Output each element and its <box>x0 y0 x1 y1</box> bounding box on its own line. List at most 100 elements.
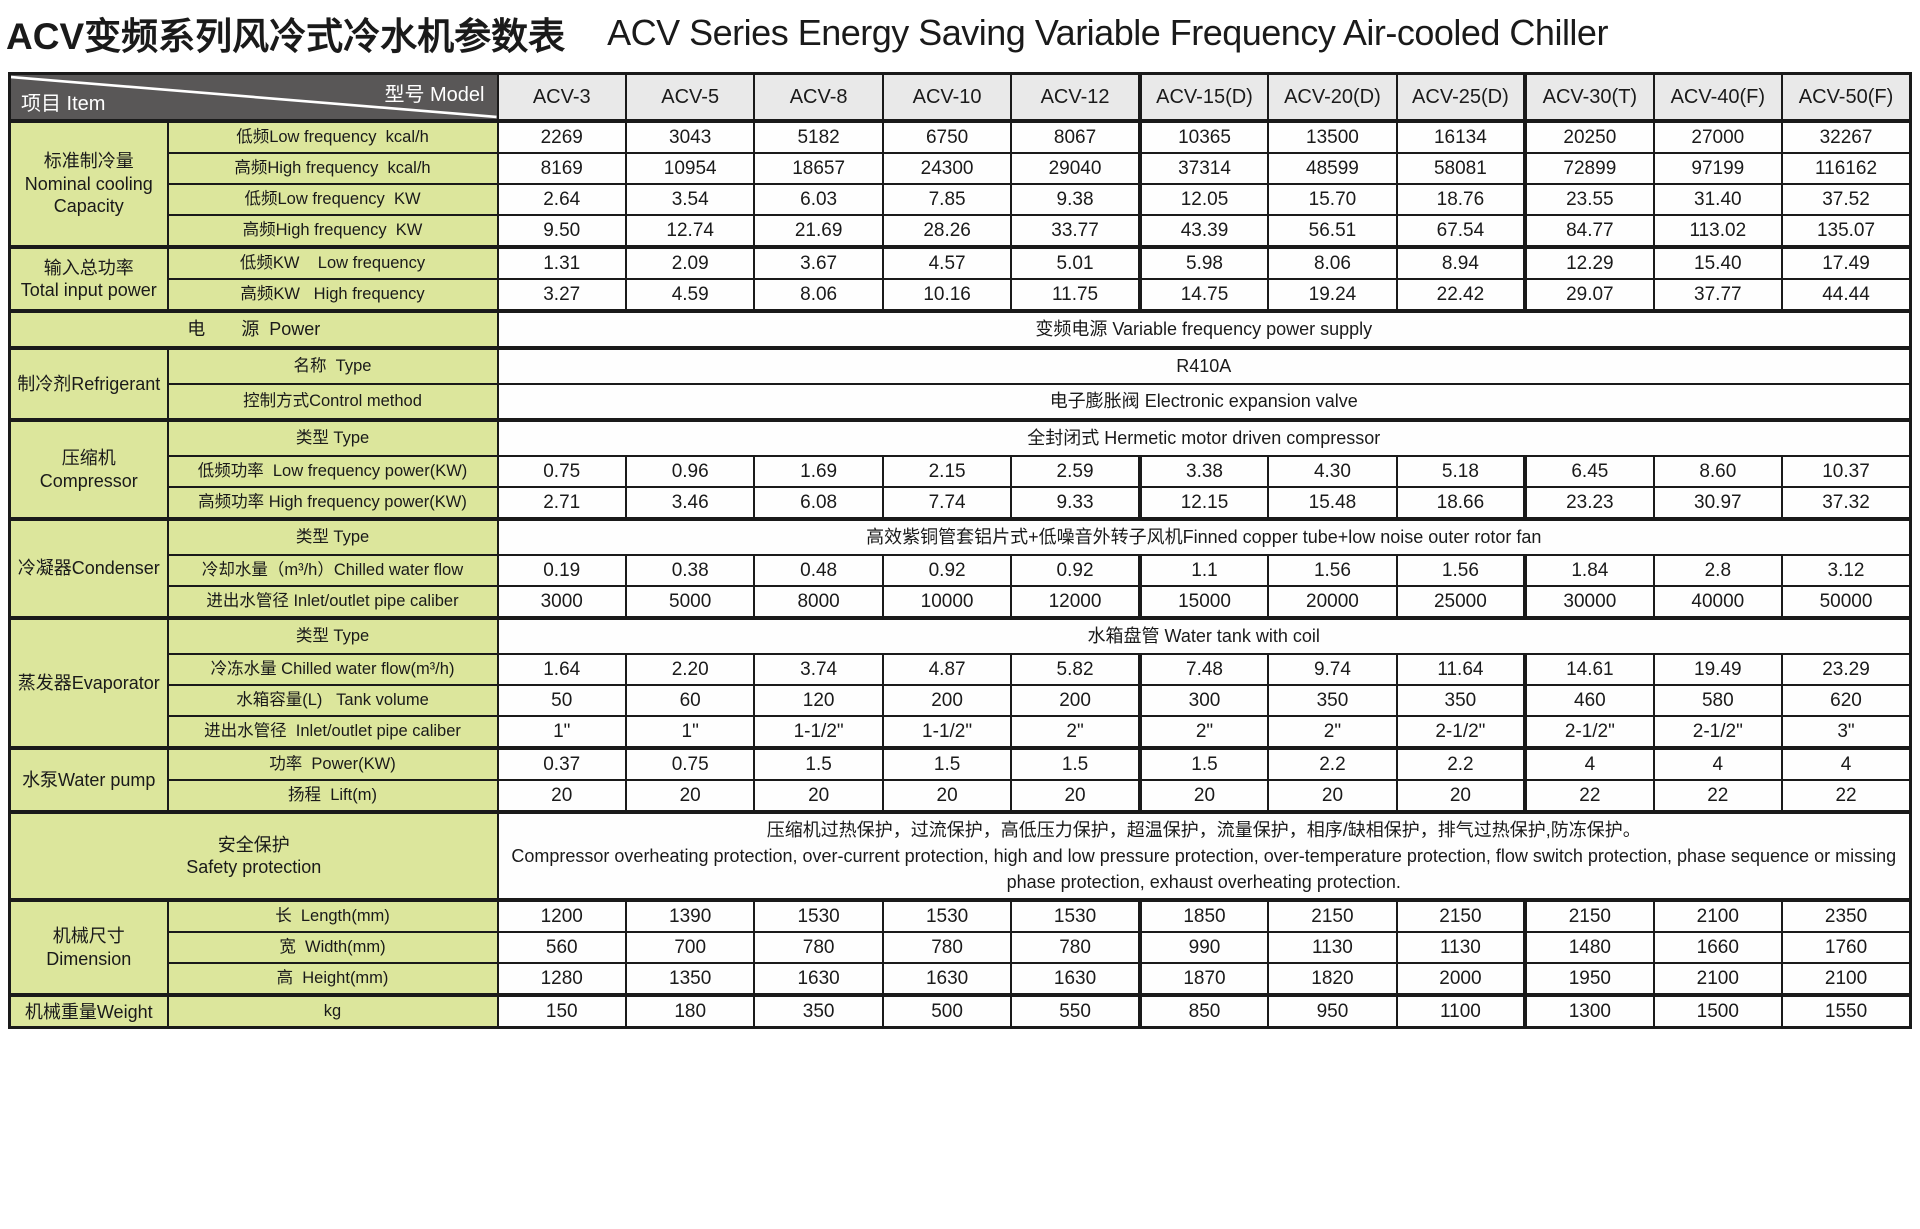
value-total-input-power-0-ACV-50(F): 17.49 <box>1781 245 1912 280</box>
value-dimension-0-ACV-25(D): 2150 <box>1395 898 1527 934</box>
category-total-input-power: 输入总功率 Total input power <box>8 245 169 312</box>
value-evaporator-1-ACV-50(F): 23.29 <box>1781 653 1912 686</box>
value-water-pump-1-ACV-20(D): 20 <box>1267 779 1398 813</box>
value-evaporator-2-ACV-12: 200 <box>1010 684 1141 717</box>
value-water-pump-1-ACV-30(T): 22 <box>1523 779 1655 813</box>
value-condenser-2-ACV-40(F): 40000 <box>1652 585 1784 619</box>
value-nominal-cooling-capacity-3-ACV-3: 9.50 <box>496 214 627 248</box>
value-nominal-cooling-capacity-1-ACV-30(T): 72899 <box>1523 152 1655 185</box>
label-nominal-cooling-capacity-3: 高频High frequency KW <box>166 214 499 248</box>
value-total-input-power-1-ACV-15(D): 14.75 <box>1137 278 1270 312</box>
value-evaporator-2-ACV-30(T): 460 <box>1523 684 1655 717</box>
value-condenser-2-ACV-10: 10000 <box>881 585 1013 619</box>
row-evaporator-1: 冷冻水量 Chilled water flow(m³/h) 1.64 2.20 3.7… <box>10 653 1912 686</box>
value-total-input-power-0-ACV-5: 2.09 <box>624 245 756 280</box>
value-weight-0-ACV-8: 350 <box>753 993 884 1029</box>
value-compressor-2-ACV-8: 6.08 <box>753 486 884 520</box>
value-water-pump-1-ACV-25(D): 20 <box>1395 779 1527 813</box>
span-value-power-supply-0: 变频电源 Variable frequency power supply <box>496 309 1912 349</box>
row-evaporator-0: 蒸发器Evaporator 类型 Type 水箱盘管 Water tank with… <box>8 616 1912 749</box>
value-evaporator-3-ACV-30(T): 2-1/2" <box>1523 715 1655 749</box>
value-nominal-cooling-capacity-3-ACV-12: 33.77 <box>1010 214 1141 248</box>
value-total-input-power-0-ACV-8: 3.67 <box>753 245 884 280</box>
value-evaporator-3-ACV-50(F): 3" <box>1781 715 1912 749</box>
label-water-pump-0: 功率 Power(KW) <box>166 746 499 781</box>
value-condenser-2-ACV-15(D): 15000 <box>1137 585 1270 619</box>
row-safety-protection-0: 安全保护 Safety protection 压缩机过热保护，过流保护，高低压力保… <box>8 809 1912 902</box>
value-total-input-power-1-ACV-3: 3.27 <box>496 278 627 312</box>
category-evaporator: 蒸发器Evaporator <box>8 616 169 749</box>
value-dimension-2-ACV-15(D): 1870 <box>1137 962 1270 997</box>
row-condenser-1: 冷却水量（m³/h）Chilled water flow 0.19 0.38 0.48… <box>10 554 1912 587</box>
value-total-input-power-1-ACV-50(F): 44.44 <box>1781 278 1912 312</box>
value-total-input-power-0-ACV-30(T): 12.29 <box>1523 245 1655 280</box>
value-evaporator-3-ACV-5: 1" <box>624 715 756 749</box>
value-evaporator-1-ACV-30(T): 14.61 <box>1523 653 1655 686</box>
value-nominal-cooling-capacity-0-ACV-12: 8067 <box>1010 119 1141 154</box>
value-dimension-2-ACV-40(F): 2100 <box>1652 962 1784 997</box>
label-safety-protection: 安全保护 Safety protection <box>8 809 499 902</box>
label-total-input-power-0: 低频KW Low frequency <box>166 245 499 280</box>
value-total-input-power-1-ACV-30(T): 29.07 <box>1523 278 1655 312</box>
value-nominal-cooling-capacity-0-ACV-10: 6750 <box>881 119 1013 154</box>
label-evaporator-1: 冷冻水量 Chilled water flow(m³/h) <box>166 653 499 686</box>
value-nominal-cooling-capacity-0-ACV-30(T): 20250 <box>1523 119 1655 154</box>
value-evaporator-2-ACV-10: 200 <box>881 684 1013 717</box>
value-compressor-2-ACV-50(F): 37.32 <box>1781 486 1912 520</box>
span-value-safety-protection-0: 压缩机过热保护，过流保护，高低压力保护，超温保护，流量保护，相序/缺相保护，排气… <box>496 809 1912 902</box>
row-total-input-power-1: 高频KW High frequency 3.27 4.59 8.06 10.16 11.7… <box>10 278 1912 312</box>
value-total-input-power-1-ACV-8: 8.06 <box>753 278 884 312</box>
label-condenser-1: 冷却水量（m³/h）Chilled water flow <box>166 554 499 587</box>
page-title: ACV变频系列风冷式冷水机参数表 ACV Series Energy Savin… <box>6 0 1920 66</box>
value-condenser-2-ACV-5: 5000 <box>624 585 756 619</box>
model-header-ACV-40(F): ACV-40(F) <box>1652 72 1784 123</box>
model-header-ACV-8: ACV-8 <box>753 72 884 123</box>
value-nominal-cooling-capacity-0-ACV-5: 3043 <box>624 119 756 154</box>
value-compressor-2-ACV-12: 9.33 <box>1010 486 1141 520</box>
label-weight-0: kg <box>166 993 499 1029</box>
value-water-pump-1-ACV-50(F): 22 <box>1781 779 1912 813</box>
label-condenser-2: 进出水管径 Inlet/outlet pipe caliber <box>166 585 499 619</box>
span-value-condenser-0: 高效紫铜管套铝片式+低噪音外转子风机Finned copper tube+low… <box>496 517 1912 556</box>
label-compressor-0: 类型 Type <box>166 418 499 457</box>
value-condenser-2-ACV-3: 3000 <box>496 585 627 619</box>
value-compressor-2-ACV-25(D): 18.66 <box>1395 486 1527 520</box>
value-evaporator-2-ACV-15(D): 300 <box>1137 684 1270 717</box>
model-header-row: 型号 Model 项目 Item ACV-3 ACV-5 ACV-8 ACV-10 AC… <box>8 72 1912 123</box>
value-dimension-1-ACV-12: 780 <box>1010 931 1141 965</box>
value-water-pump-0-ACV-8: 1.5 <box>753 746 884 781</box>
value-condenser-1-ACV-40(F): 2.8 <box>1652 554 1784 587</box>
value-water-pump-0-ACV-25(D): 2.2 <box>1395 746 1527 781</box>
value-evaporator-1-ACV-10: 4.87 <box>881 653 1013 686</box>
model-header-ACV-30(T): ACV-30(T) <box>1523 72 1655 123</box>
value-dimension-0-ACV-5: 1390 <box>624 898 756 934</box>
model-header-ACV-10: ACV-10 <box>881 72 1013 123</box>
value-dimension-0-ACV-30(T): 2150 <box>1523 898 1655 934</box>
value-nominal-cooling-capacity-2-ACV-50(F): 37.52 <box>1781 183 1912 216</box>
value-nominal-cooling-capacity-1-ACV-15(D): 37314 <box>1137 152 1270 185</box>
value-dimension-2-ACV-8: 1630 <box>753 962 884 997</box>
value-water-pump-0-ACV-5: 0.75 <box>624 746 756 781</box>
value-dimension-1-ACV-30(T): 1480 <box>1523 931 1655 965</box>
value-nominal-cooling-capacity-2-ACV-5: 3.54 <box>624 183 756 216</box>
value-weight-0-ACV-30(T): 1300 <box>1523 993 1655 1029</box>
label-evaporator-0: 类型 Type <box>166 616 499 655</box>
value-water-pump-0-ACV-15(D): 1.5 <box>1137 746 1270 781</box>
value-dimension-2-ACV-12: 1630 <box>1010 962 1141 997</box>
value-condenser-1-ACV-5: 0.38 <box>624 554 756 587</box>
value-evaporator-2-ACV-3: 50 <box>496 684 627 717</box>
row-weight-0: 机械重量Weight kg 150 180 350 500 550 850 950 1100 130… <box>8 993 1912 1029</box>
value-nominal-cooling-capacity-0-ACV-50(F): 32267 <box>1781 119 1912 154</box>
value-evaporator-2-ACV-5: 60 <box>624 684 756 717</box>
row-evaporator-3: 进出水管径 Inlet/outlet pipe caliber 1" 1" 1-1/2… <box>10 715 1912 749</box>
value-dimension-1-ACV-15(D): 990 <box>1137 931 1270 965</box>
page-title-zh: ACV变频系列风冷式冷水机参数表 <box>6 16 566 57</box>
category-nominal-cooling-capacity: 标准制冷量 Nominal cooling Capacity <box>8 119 169 248</box>
value-total-input-power-0-ACV-25(D): 8.94 <box>1395 245 1527 280</box>
value-evaporator-1-ACV-15(D): 7.48 <box>1137 653 1270 686</box>
value-dimension-0-ACV-3: 1200 <box>496 898 627 934</box>
value-condenser-1-ACV-30(T): 1.84 <box>1523 554 1655 587</box>
category-refrigerant: 制冷剂Refrigerant <box>8 346 169 421</box>
label-dimension-1: 宽 Width(mm) <box>166 931 499 965</box>
row-condenser-0: 冷凝器Condenser 类型 Type 高效紫铜管套铝片式+低噪音外转子风机Fin… <box>8 517 1912 619</box>
